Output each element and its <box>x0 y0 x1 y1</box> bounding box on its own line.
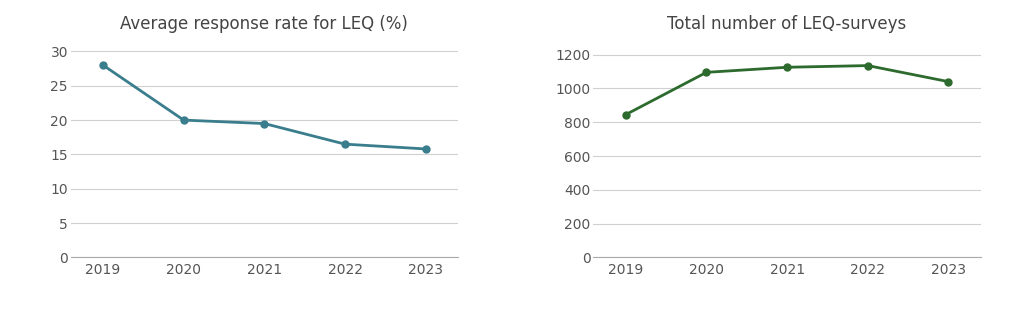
Title: Average response rate for LEQ (%): Average response rate for LEQ (%) <box>120 15 408 33</box>
Title: Total number of LEQ-surveys: Total number of LEQ-surveys <box>667 15 907 33</box>
